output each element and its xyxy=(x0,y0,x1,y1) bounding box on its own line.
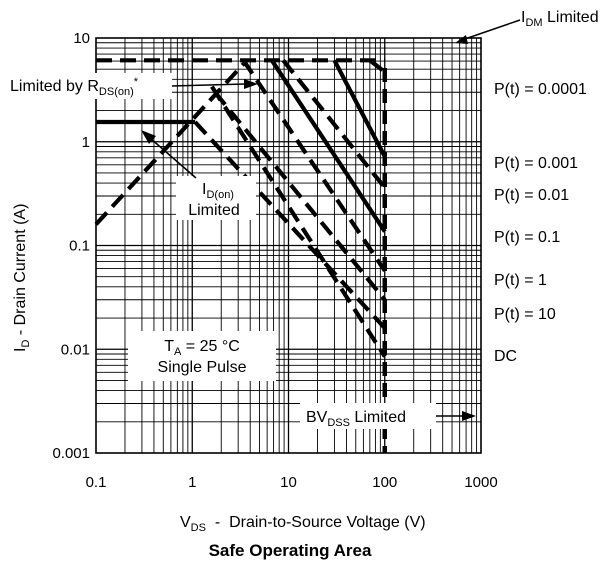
bvdss-arrow-head xyxy=(462,411,476,421)
x-tick-label: 1000 xyxy=(464,474,497,491)
idon-arrow-head xyxy=(141,130,156,144)
y-axis-label: ID - Drain Current (A) xyxy=(12,204,32,352)
series-line-1 xyxy=(94,58,249,226)
pt-01-label: P(t) = 0.01 xyxy=(494,187,569,204)
series-line-6 xyxy=(270,59,387,233)
pt-01-label-bg xyxy=(489,184,569,204)
pt-1-label: P(t) = 0.1 xyxy=(494,229,560,246)
tick-labels: 0.1 1 10 100 1000 10 1 0.1 0.01 0.001 xyxy=(52,30,497,491)
pt-one-label: P(t) = 1 xyxy=(494,272,547,289)
series-line-3 xyxy=(368,58,387,74)
ta-label-bg xyxy=(128,331,276,381)
idon-arrow-line xyxy=(149,137,197,179)
pt-ten-label-bg xyxy=(489,303,569,323)
rds-limited-label: Limited by RDS(on)* xyxy=(10,76,139,98)
pt-0001-label-bg xyxy=(489,78,609,98)
x-tick-label: 0.1 xyxy=(86,474,107,491)
idon-label-bg xyxy=(176,176,256,220)
pt-001-label-bg xyxy=(489,152,581,172)
y-tick-label: 1 xyxy=(82,134,90,151)
pt-one-label-bg xyxy=(489,269,559,289)
chart-title: Safe Operating Area xyxy=(209,541,372,560)
grid-lines xyxy=(96,38,481,453)
series-lines xyxy=(94,58,387,358)
idm-limited-label: IDM Limited xyxy=(521,9,599,29)
idm-arrow-line xyxy=(461,19,521,41)
pt-1-label-bg xyxy=(489,226,573,246)
dc-label: DC xyxy=(494,348,517,365)
series-line-4 xyxy=(332,59,387,158)
series-line-7 xyxy=(241,59,387,272)
x-axis-label: VDS - Drain-to-Source Voltage (V) xyxy=(180,514,426,534)
idon-limited-line2: Limited xyxy=(188,202,240,219)
dc-label-bg xyxy=(489,345,525,365)
plot-frame xyxy=(95,37,482,454)
ta-condition-label: TA = 25 °C xyxy=(164,338,240,358)
pt-0001-label: P(t) = 0.0001 xyxy=(494,81,587,98)
pt-ten-label: P(t) = 10 xyxy=(494,306,556,323)
bvdss-label-bg xyxy=(300,403,436,429)
rds-arrow-line xyxy=(171,83,246,87)
x-tick-label: 1 xyxy=(188,474,196,491)
y-tick-label: 10 xyxy=(73,30,90,47)
series-line-8 xyxy=(213,90,387,302)
x-tick-label: 10 xyxy=(280,474,297,491)
idon-limited-label: ID(on) xyxy=(202,181,234,201)
pt-001-label: P(t) = 0.001 xyxy=(494,155,578,172)
y-tick-label: 0.01 xyxy=(61,341,90,358)
series-line-5 xyxy=(281,58,387,190)
idm-arrow-head xyxy=(455,35,468,44)
single-pulse-label: Single Pulse xyxy=(158,359,247,376)
rds-label-bg xyxy=(6,73,172,99)
bvdss-limited-label: BVDSS Limited xyxy=(306,409,406,429)
y-tick-label: 0.1 xyxy=(69,238,90,255)
rds-arrow-head xyxy=(244,79,258,89)
y-tick-label: 0.001 xyxy=(52,445,90,462)
series-line-10 xyxy=(210,85,387,358)
x-tick-label: 100 xyxy=(372,474,397,491)
